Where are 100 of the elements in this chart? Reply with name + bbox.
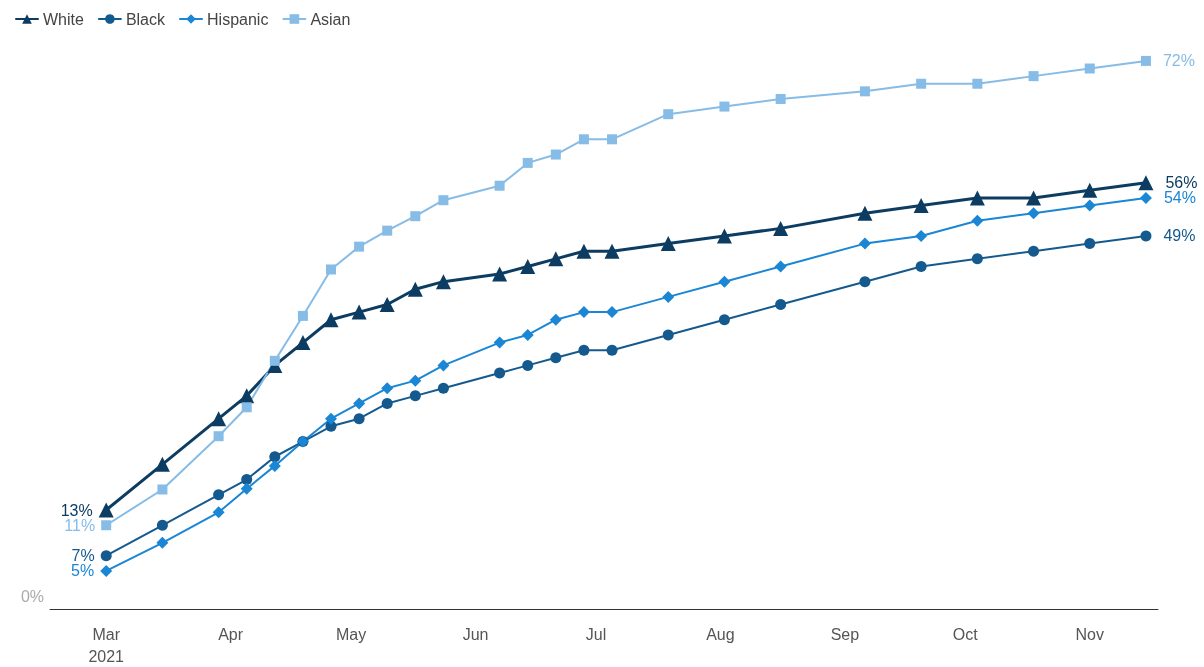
point [775,299,787,310]
x-tick-label: Nov [1075,625,1104,643]
point [775,93,786,104]
point [660,236,676,252]
data-label: 56% [1165,174,1198,192]
point [522,157,533,168]
point [550,352,562,364]
point [857,205,873,221]
point [100,550,112,562]
point [492,266,508,282]
x-tick-label: Oct [952,625,979,643]
point [494,180,505,191]
data-label: 13% [60,501,93,519]
point [521,328,534,341]
point [351,304,367,320]
point [241,474,253,486]
point [969,190,985,206]
point [718,275,731,288]
point [607,134,618,145]
x-tick-label: May [335,625,367,643]
point [325,412,338,425]
point [435,274,451,290]
point [154,456,170,472]
point [662,329,674,341]
point [101,520,112,531]
point [98,502,114,518]
point [211,411,227,427]
point [323,312,339,328]
point [1138,175,1154,191]
point [1026,190,1042,206]
point [157,484,168,495]
point [353,397,366,410]
text: 0% [20,587,44,605]
point [520,258,536,274]
legend-label: Hispanic [207,10,269,28]
legend-label: Asian [310,10,351,28]
x-tick-label: Mar 2021 [88,625,125,665]
point [1084,63,1095,74]
point [1084,238,1096,250]
point [354,241,365,252]
legend-label: White [43,10,84,28]
point [578,344,590,356]
point [548,251,564,267]
point [859,86,870,97]
x-tick-label: Apr [218,625,244,643]
point [522,359,534,371]
point [240,482,253,495]
point [662,290,675,303]
point [915,229,928,242]
x-tick-label: Jun [462,625,489,643]
x-tick-label: Aug [706,625,735,643]
point [269,451,281,463]
point [241,402,252,413]
point [663,109,674,120]
point [913,198,929,214]
point [1140,55,1151,66]
point [407,281,423,297]
point [297,310,308,321]
point [916,78,927,89]
point [381,382,394,395]
point [971,214,984,227]
point [1139,191,1152,204]
data-label: 49% [1163,227,1196,245]
point [295,335,311,351]
point [409,374,422,387]
point [156,536,169,549]
point [604,243,620,259]
point [718,314,730,326]
point [1027,207,1040,220]
point [773,220,789,236]
point [1028,71,1039,82]
point [494,367,506,379]
x-tick-label: Jul [585,625,607,643]
point [577,306,590,319]
point [971,253,983,265]
point [1028,245,1040,257]
point [719,101,730,112]
point [1083,199,1096,212]
point [382,225,393,236]
point [213,431,224,442]
data-label: 72% [1162,52,1195,70]
point [576,243,592,259]
point [409,390,421,402]
point [915,260,927,272]
point [156,519,168,531]
point [550,149,561,160]
point [549,313,562,326]
point [606,306,619,319]
point [100,564,113,577]
point [381,397,393,409]
point [858,237,871,250]
data-label: 7% [71,547,95,565]
data-label: 54% [1163,189,1196,207]
point [437,359,450,372]
point [1082,182,1098,198]
point [213,489,225,501]
point [410,211,421,222]
point [578,134,589,145]
data-label: 5% [71,562,95,580]
point [606,344,618,356]
